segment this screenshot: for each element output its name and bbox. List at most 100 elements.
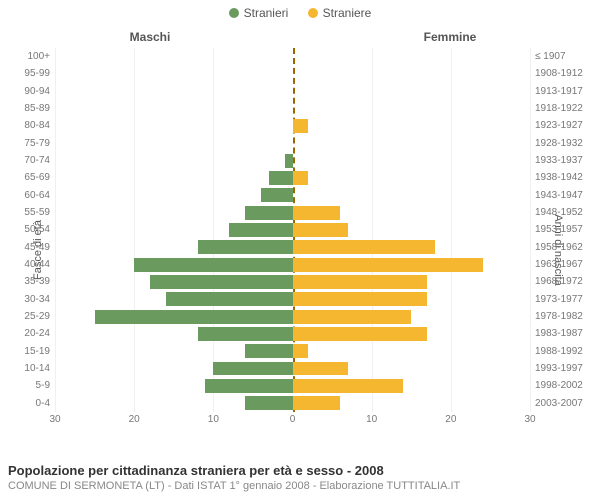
pyramid-row: 25-291978-1982 <box>55 308 530 325</box>
grid-line <box>530 48 531 412</box>
bar-female <box>293 344 309 358</box>
birth-label: 1978-1982 <box>535 311 595 322</box>
pyramid-row: 20-241983-1987 <box>55 325 530 342</box>
pyramid-row: 5-91998-2002 <box>55 377 530 394</box>
pyramid-row: 45-491958-1962 <box>55 239 530 256</box>
pyramid-row: 55-591948-1952 <box>55 204 530 221</box>
bar-male <box>269 171 293 185</box>
pyramid-row: 65-691938-1942 <box>55 169 530 186</box>
pyramid-row: 40-441963-1967 <box>55 256 530 273</box>
birth-label: ≤ 1907 <box>535 51 595 62</box>
birth-label: 1938-1942 <box>535 172 595 183</box>
age-label: 85-89 <box>5 103 50 114</box>
birth-label: 1983-1987 <box>535 328 595 339</box>
birth-label: 1918-1922 <box>535 103 595 114</box>
legend-male-swatch <box>229 8 239 18</box>
age-label: 20-24 <box>5 328 50 339</box>
bar-male <box>245 206 293 220</box>
legend-male: Stranieri <box>229 6 289 20</box>
age-label: 50-54 <box>5 224 50 235</box>
bar-male <box>150 275 293 289</box>
footer-title: Popolazione per cittadinanza straniera p… <box>8 463 592 478</box>
age-label: 80-84 <box>5 120 50 131</box>
legend-female: Straniere <box>308 6 372 20</box>
pyramid-chart: Stranieri Straniere Maschi Femmine Fasce… <box>0 0 600 500</box>
pyramid-row: 85-891918-1922 <box>55 100 530 117</box>
birth-label: 1968-1972 <box>535 276 595 287</box>
bar-male <box>245 396 293 410</box>
age-label: 100+ <box>5 51 50 62</box>
pyramid-row: 75-791928-1932 <box>55 135 530 152</box>
age-label: 65-69 <box>5 172 50 183</box>
bar-male <box>245 344 293 358</box>
x-tick: 20 <box>129 414 140 425</box>
chart-area: 100+≤ 190795-991908-191290-941913-191785… <box>55 48 530 430</box>
pyramid-row: 60-641943-1947 <box>55 187 530 204</box>
pyramid-row: 15-191988-1992 <box>55 343 530 360</box>
age-label: 0-4 <box>5 398 50 409</box>
birth-label: 1998-2002 <box>535 380 595 391</box>
age-label: 95-99 <box>5 68 50 79</box>
birth-label: 1963-1967 <box>535 259 595 270</box>
footer: Popolazione per cittadinanza straniera p… <box>8 463 592 492</box>
age-label: 10-14 <box>5 363 50 374</box>
footer-subtitle: COMUNE DI SERMONETA (LT) - Dati ISTAT 1°… <box>8 480 592 492</box>
pyramid-row: 35-391968-1972 <box>55 273 530 290</box>
bar-female <box>293 292 428 306</box>
bar-female <box>293 362 348 376</box>
birth-label: 1928-1932 <box>535 138 595 149</box>
legend-male-label: Stranieri <box>244 6 289 20</box>
legend-female-label: Straniere <box>323 6 372 20</box>
birth-label: 1953-1957 <box>535 224 595 235</box>
legend-female-swatch <box>308 8 318 18</box>
age-label: 45-49 <box>5 242 50 253</box>
x-tick: 10 <box>208 414 219 425</box>
birth-label: 1943-1947 <box>535 190 595 201</box>
pyramid-row: 70-741933-1937 <box>55 152 530 169</box>
age-label: 90-94 <box>5 86 50 97</box>
rows-container: 100+≤ 190795-991908-191290-941913-191785… <box>55 48 530 412</box>
bar-male <box>213 362 292 376</box>
x-tick: 30 <box>49 414 60 425</box>
bar-female <box>293 396 341 410</box>
pyramid-row: 0-42003-2007 <box>55 395 530 412</box>
bar-female <box>293 171 309 185</box>
bar-male <box>229 223 292 237</box>
bar-male <box>198 240 293 254</box>
bar-female <box>293 223 348 237</box>
birth-label: 1958-1962 <box>535 242 595 253</box>
bar-female <box>293 258 483 272</box>
pyramid-row: 100+≤ 1907 <box>55 48 530 65</box>
age-label: 5-9 <box>5 380 50 391</box>
bar-male <box>285 154 293 168</box>
birth-label: 1948-1952 <box>535 207 595 218</box>
bar-female <box>293 310 412 324</box>
age-label: 60-64 <box>5 190 50 201</box>
x-tick: 30 <box>524 414 535 425</box>
age-label: 25-29 <box>5 311 50 322</box>
bar-female <box>293 119 309 133</box>
x-tick: 10 <box>366 414 377 425</box>
bar-male <box>198 327 293 341</box>
age-label: 70-74 <box>5 155 50 166</box>
bar-female <box>293 240 436 254</box>
x-tick: 20 <box>445 414 456 425</box>
birth-label: 1973-1977 <box>535 294 595 305</box>
birth-label: 2003-2007 <box>535 398 595 409</box>
header-male: Maschi <box>0 30 300 44</box>
bar-male <box>205 379 292 393</box>
age-label: 40-44 <box>5 259 50 270</box>
birth-label: 1933-1937 <box>535 155 595 166</box>
pyramid-row: 80-841923-1927 <box>55 117 530 134</box>
bar-female <box>293 275 428 289</box>
bar-female <box>293 206 341 220</box>
birth-label: 1923-1927 <box>535 120 595 131</box>
x-tick: 0 <box>290 414 296 425</box>
birth-label: 1908-1912 <box>535 68 595 79</box>
age-label: 75-79 <box>5 138 50 149</box>
bar-female <box>293 379 404 393</box>
bar-male <box>166 292 293 306</box>
pyramid-row: 95-991908-1912 <box>55 65 530 82</box>
age-label: 30-34 <box>5 294 50 305</box>
pyramid-row: 30-341973-1977 <box>55 291 530 308</box>
